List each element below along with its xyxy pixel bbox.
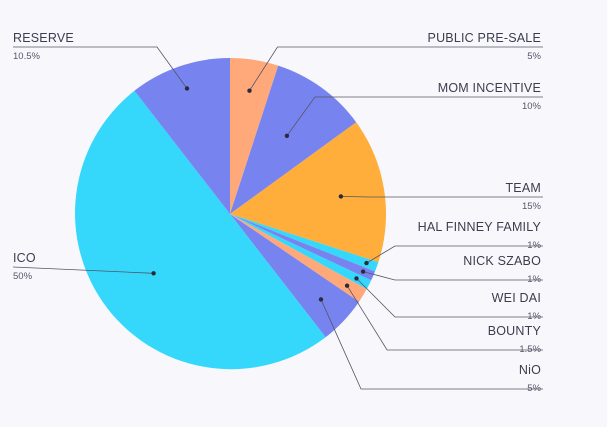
slice-value-mom-incentive: 10%: [522, 101, 542, 112]
slice-label-hal-finney-family: HAL FINNEY FAMILY: [418, 220, 542, 234]
slice-value-public-pre-sale: 5%: [527, 51, 541, 62]
leader-dot-mom-incentive: [284, 133, 290, 138]
leader-line-reserve: [13, 46, 188, 89]
leader-dot-wei-dai: [354, 276, 359, 281]
pie-slice-nick-szabo: [230, 214, 376, 281]
slice-label-bounty: BOUNTY: [488, 324, 542, 338]
pie-slice-nio: [230, 214, 360, 338]
leader-dot-ico: [151, 271, 156, 276]
slice-value-wei-dai: 1%: [527, 311, 541, 322]
leader-line-wei-dai: [356, 278, 543, 318]
slice-value-ico: 50%: [13, 271, 33, 282]
slice-label-public-pre-sale: PUBLIC PRE-SALE: [428, 31, 541, 45]
leader-dot-nio: [318, 297, 324, 302]
slice-label-ico: ICO: [13, 251, 36, 265]
pie-slice-bounty: [230, 214, 367, 302]
slice-label-mom-incentive: MOM INCENTIVE: [438, 81, 541, 95]
pie-slice-wei-dai: [230, 214, 372, 290]
leader-dot-public-pre-sale: [247, 88, 252, 93]
slice-value-bounty: 1.5%: [519, 344, 541, 355]
pie-slice-ico: [75, 90, 326, 370]
slice-value-team: 15%: [522, 201, 542, 212]
leader-line-mom-incentive: [286, 96, 543, 137]
slice-value-nio: 5%: [527, 383, 541, 394]
leader-line-nick-szabo: [362, 271, 543, 281]
slice-label-reserve: RESERVE: [13, 31, 74, 45]
leader-dot-team: [338, 194, 344, 199]
leader-dot-hal-finney-family: [364, 260, 369, 266]
pie-slice-hal-finney-family: [230, 214, 379, 272]
leader-line-team: [340, 196, 543, 198]
slice-value-reserve: 10.5%: [13, 51, 40, 62]
pie-slice-mom-incentive: [230, 65, 357, 214]
slice-label-team: TEAM: [505, 181, 541, 195]
pie-slice-public-pre-sale: [230, 58, 279, 214]
leader-line-hal-finney-family: [366, 245, 543, 264]
leader-dot-nick-szabo: [360, 269, 366, 274]
leader-dot-bounty: [344, 283, 350, 288]
leader-line-public-pre-sale: [249, 46, 543, 91]
pie-slices: [75, 58, 386, 370]
slice-value-nick-szabo: 1%: [527, 274, 541, 285]
leader-line-bounty: [346, 285, 543, 351]
pie-slice-team: [230, 122, 386, 263]
leader-dot-reserve: [184, 86, 190, 91]
leader-line-nio: [320, 299, 543, 390]
pie-labels: PUBLIC PRE-SALE 5% MOM INCENTIVE 10% TEAM 15%…: [12, 31, 543, 394]
leader-line-ico: [12, 266, 154, 274]
slice-label-wei-dai: WEI DAI: [492, 291, 541, 305]
slice-value-hal-finney-family: 1%: [527, 240, 541, 251]
slice-label-nick-szabo: NICK SZABO: [463, 254, 541, 268]
slice-label-nio: NiO: [519, 363, 541, 377]
pie-slice-reserve: [134, 58, 230, 214]
